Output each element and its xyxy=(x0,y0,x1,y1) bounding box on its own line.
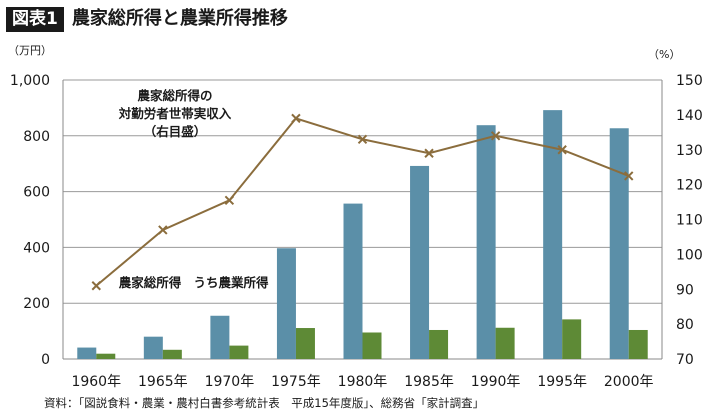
line-point-marker xyxy=(557,145,567,155)
annotation-total-income-label: 農家総所得 xyxy=(119,275,182,290)
bar-farm-income xyxy=(229,345,249,359)
bar-total-income xyxy=(410,165,430,359)
y-right-unit: （%） xyxy=(648,48,680,61)
x-tick-label: 1995年 xyxy=(537,374,587,390)
source-note: 資料：「図説食料・農業・農村白書参考統計表 平成15年度版」、総務省「家計調査」 xyxy=(44,396,485,410)
line-point-marker xyxy=(158,225,168,235)
y-left-tick-label: 1,000 xyxy=(10,73,50,89)
annotation-ratio-label: 対勤労者世帯実収入 xyxy=(118,106,232,121)
x-tick-label: 1985年 xyxy=(404,374,454,390)
bar-total-income xyxy=(476,125,496,359)
bar-farm-income xyxy=(295,328,315,359)
bar-farm-income xyxy=(628,329,648,359)
y-right-tick-label: 100 xyxy=(676,247,703,263)
x-tick-label: 1960年 xyxy=(71,374,121,390)
x-tick-label: 1965年 xyxy=(138,374,188,390)
x-tick-label: 1980年 xyxy=(338,374,388,390)
figure-badge: 図表1 xyxy=(6,6,64,32)
chart-title: 農家総所得と農業所得推移 xyxy=(71,8,288,29)
y-left-tick-label: 200 xyxy=(23,296,50,312)
line-point-marker xyxy=(224,195,235,206)
bar-total-income xyxy=(276,248,296,359)
annotation-farm-income-label: うち農業所得 xyxy=(193,275,269,290)
bar-farm-income xyxy=(96,353,116,359)
y-left-tick-label: 800 xyxy=(23,129,50,145)
y-right-tick-label: 90 xyxy=(676,282,694,298)
bar-farm-income xyxy=(162,349,182,359)
bar-total-income xyxy=(609,128,629,359)
y-right-tick-label: 120 xyxy=(676,178,703,194)
bar-farm-income xyxy=(562,319,582,359)
bar-farm-income xyxy=(495,327,515,359)
bar-farm-income xyxy=(429,329,449,359)
bar-total-income xyxy=(343,203,363,359)
y-right-tick-label: 70 xyxy=(676,352,694,368)
title-row: 図表1 農家総所得と農業所得推移 xyxy=(6,6,288,32)
line-point-marker xyxy=(624,171,634,181)
bar-total-income xyxy=(210,315,230,359)
bar-total-income xyxy=(543,110,563,359)
x-tick-label: 1970年 xyxy=(205,374,255,390)
x-tick-label: 1990年 xyxy=(471,374,521,390)
y-left-tick-label: 400 xyxy=(23,240,50,256)
line-point-marker xyxy=(91,281,101,291)
y-right-tick-label: 140 xyxy=(676,108,703,124)
x-tick-label: 1975年 xyxy=(271,374,321,390)
annotation-ratio-label: （右目盛） xyxy=(144,124,207,139)
y-left-tick-label: 600 xyxy=(23,185,50,201)
y-right-tick-label: 110 xyxy=(676,213,703,229)
y-right-tick-label: 130 xyxy=(676,143,703,159)
x-tick-label: 2000年 xyxy=(604,374,654,390)
line-point-marker xyxy=(291,113,301,124)
y-right-tick-label: 150 xyxy=(676,73,703,89)
line-point-marker xyxy=(357,134,368,144)
bar-farm-income xyxy=(362,332,382,359)
bar-total-income xyxy=(143,336,163,359)
annotation-ratio-label: 農家総所得の xyxy=(137,88,212,103)
bar-total-income xyxy=(77,347,97,359)
y-left-unit: （万円） xyxy=(8,44,52,57)
y-right-tick-label: 80 xyxy=(676,317,694,333)
line-point-marker xyxy=(424,148,434,158)
y-left-tick-label: 0 xyxy=(41,352,50,368)
line-point-marker xyxy=(490,131,501,141)
